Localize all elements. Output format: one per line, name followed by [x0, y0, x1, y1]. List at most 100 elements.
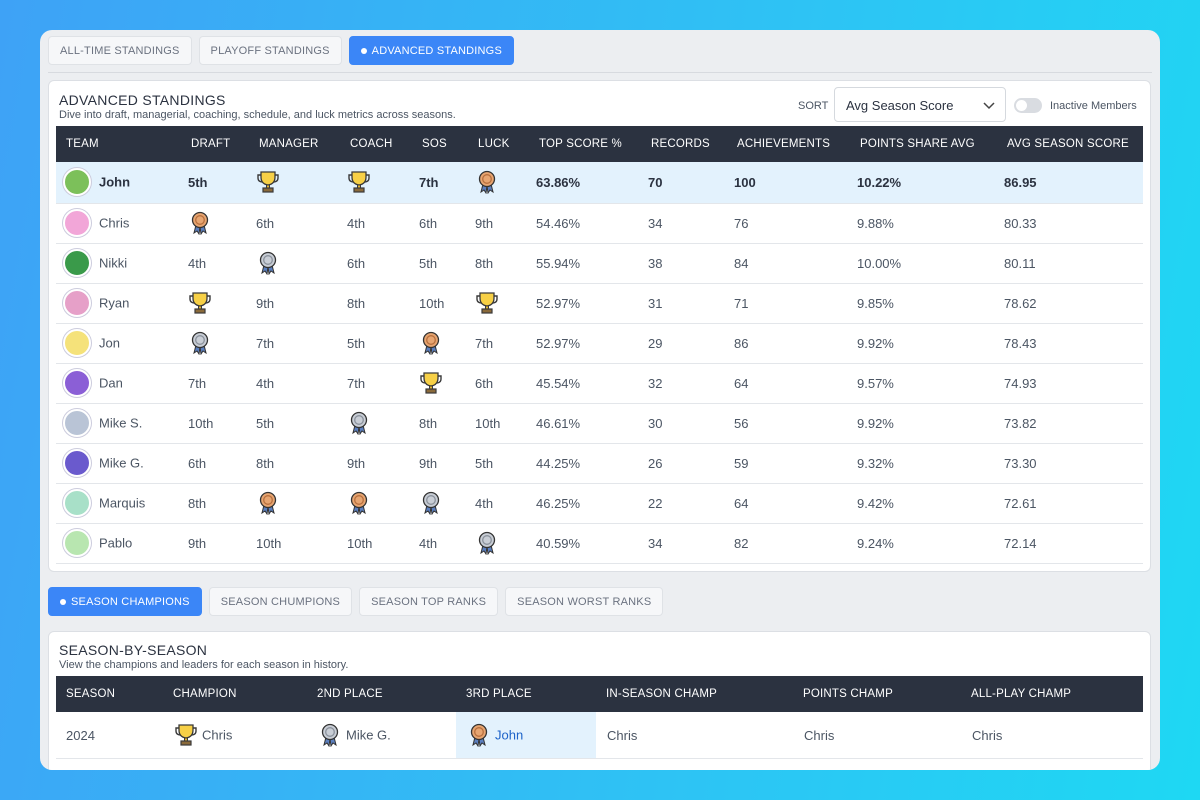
tab[interactable]: PLAYOFF STANDINGS	[198, 36, 342, 65]
cell-text: 52.97%	[536, 335, 581, 351]
trophy-cup	[260, 171, 276, 186]
cell: 9.85%	[850, 283, 997, 324]
team-cell: Pablo	[56, 523, 181, 564]
table-body: John 5th 7th 63.86% 70 100 10.22% 86.95 Chris 6th…	[56, 162, 1143, 564]
cell-text: 9.92%	[857, 415, 894, 431]
cell	[181, 323, 249, 364]
medal-disc	[191, 211, 209, 229]
cell-text: 44.25%	[536, 455, 581, 471]
team-cell: Ryan	[56, 283, 181, 324]
cell: 9th	[249, 283, 340, 324]
column-header: TOP SCORE %	[529, 126, 641, 162]
medal-disc	[259, 491, 277, 509]
cell-text: 9.85%	[857, 295, 894, 311]
team-name: Ryan	[99, 295, 130, 311]
cell: 46.61%	[529, 403, 641, 444]
cell-text: 7th	[475, 335, 494, 351]
cell	[249, 162, 340, 204]
tab[interactable]: ADVANCED STANDINGS	[348, 36, 514, 65]
sort-select[interactable]: Avg Season Score	[834, 87, 1006, 122]
cell: 7th	[468, 323, 529, 364]
cell: 2024	[56, 712, 163, 759]
column-header: SOS	[412, 126, 468, 162]
cell-text: 73.82	[1004, 415, 1037, 431]
cell: 73.30	[997, 443, 1143, 484]
silver-medal-icon	[350, 411, 368, 436]
cell-text: 10.00%	[857, 255, 902, 271]
trophy-base	[481, 308, 493, 314]
cell: John	[456, 712, 596, 759]
tab[interactable]: SEASON WORST RANKS	[505, 587, 664, 616]
medal-disc	[422, 331, 440, 349]
cell-text: 7th	[419, 174, 439, 190]
medal-inner	[474, 726, 484, 737]
seasons-table: SEASON CHAMPION 2ND PLACE 3RD PLACE IN-SEASO…	[56, 676, 1143, 759]
cell-text: 9.88%	[857, 215, 894, 231]
cell-text: 10th	[188, 415, 214, 431]
cell-text: 6th	[256, 215, 275, 231]
team-cell: Marquis	[56, 483, 181, 524]
cell-text: 80.11	[1004, 255, 1036, 271]
cell-text: 8th	[347, 295, 366, 311]
cell: 9.92%	[850, 403, 997, 444]
tab[interactable]: SEASON CHUMPIONS	[208, 587, 353, 616]
cell: Chris	[163, 712, 307, 759]
avatar	[63, 449, 91, 477]
trophy-cup	[423, 372, 439, 387]
cell: 6th	[412, 203, 468, 244]
cell: 4th	[468, 483, 529, 524]
column-header: AVG SEASON SCORE	[997, 126, 1143, 162]
inactive-toggle[interactable]	[1014, 98, 1042, 113]
cell: 10th	[249, 523, 340, 564]
cell: Chris	[793, 712, 961, 759]
cell: 9th	[340, 443, 412, 484]
tab[interactable]: ALL-TIME STANDINGS	[48, 36, 192, 65]
trophy-cup	[192, 292, 208, 307]
tab[interactable]: SEASON TOP RANKS	[359, 587, 499, 616]
cell-text: 5th	[256, 415, 275, 431]
cell	[468, 283, 529, 324]
cell: 56	[727, 403, 850, 444]
trophy-icon	[257, 171, 279, 193]
cell: 10th	[181, 403, 249, 444]
medal-disc	[470, 723, 488, 740]
trophy-icon	[476, 292, 498, 314]
cell-text: 30	[648, 415, 663, 431]
cell-text: Chris	[607, 727, 638, 743]
trophy-icon	[189, 292, 211, 314]
cell-text: Mike G.	[346, 727, 391, 743]
cell-text: 4th	[188, 255, 207, 271]
cell: 78.43	[997, 323, 1143, 364]
cell-text: 4th	[347, 215, 366, 231]
column-header: MANAGER	[249, 126, 340, 162]
cell-text: 84	[734, 255, 749, 271]
team-cell: John	[56, 162, 181, 204]
cell: 9.92%	[850, 323, 997, 364]
dashboard-card: ALL-TIME STANDINGS PLAYOFF STANDINGS ADVAN…	[40, 30, 1160, 770]
column-header: COACH	[340, 126, 412, 162]
cell: 76	[727, 203, 850, 244]
cell: 46.25%	[529, 483, 641, 524]
cell: 86.95	[997, 162, 1143, 204]
avatar	[63, 369, 91, 397]
cell-text: 9.32%	[857, 455, 894, 471]
cell: 70	[641, 162, 727, 204]
cell-text: 7th	[347, 375, 366, 391]
cell-text: 31	[648, 295, 663, 311]
silver-medal-icon	[321, 723, 339, 748]
season-tabs: SEASON CHAMPIONS SEASON CHUMPIONS SEASON T…	[48, 587, 664, 616]
cell-text: John	[495, 727, 524, 743]
cell-text: 32	[648, 375, 663, 391]
cell: 55.94%	[529, 243, 641, 284]
cell-text: 29	[648, 335, 663, 351]
avatar	[63, 289, 91, 317]
cell: 7th	[181, 363, 249, 404]
cell: 5th	[340, 323, 412, 364]
cell: 8th	[249, 443, 340, 484]
column-header: ACHIEVEMENTS	[727, 126, 850, 162]
cell: 74.93	[997, 363, 1143, 404]
medal-disc	[478, 171, 496, 188]
team-cell: Mike G.	[56, 443, 181, 484]
tab[interactable]: SEASON CHAMPIONS	[48, 587, 202, 616]
